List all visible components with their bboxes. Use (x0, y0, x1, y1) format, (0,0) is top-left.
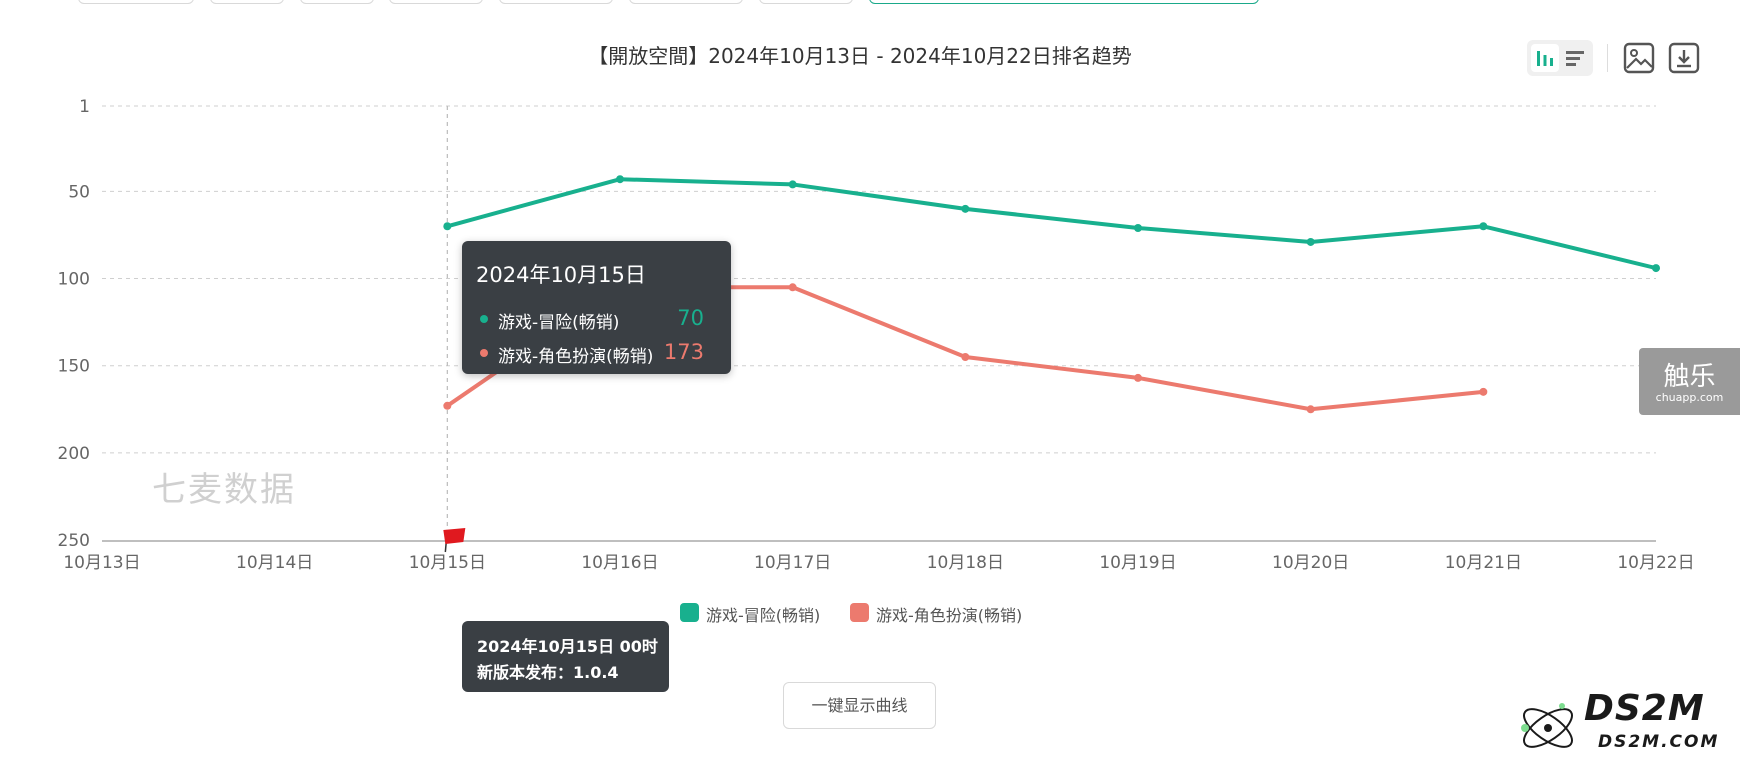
x-tick-label: 10月22日 (1617, 553, 1694, 573)
corner-brand-domain: DS2M.COM (1598, 732, 1720, 752)
y-tick-label: 150 (58, 357, 90, 377)
list-view-icon (1566, 51, 1584, 66)
data-point (1479, 387, 1488, 396)
view-toggle[interactable] (1527, 40, 1593, 76)
chart-title: 【開放空間】2024年10月13日 - 2024年10月22日排名趋势 (588, 44, 1132, 68)
tooltip-row: 游戏-角色扮演(畅销) 173 (476, 340, 726, 367)
x-tick-label: 10月21日 (1445, 553, 1522, 573)
legend-item-adventure[interactable]: 游戏-冒险(畅销) (680, 600, 840, 625)
y-tick-label: 250 (58, 531, 90, 551)
series-dot-icon (480, 315, 488, 323)
watermark: 七麦数据 (152, 470, 296, 510)
tooltip-title: 2024年10月15日 (476, 263, 646, 287)
x-tick-label: 10月15日 (409, 553, 486, 573)
data-point (788, 180, 797, 189)
x-tick-label: 10月17日 (754, 553, 831, 573)
brand-domain: chuapp.com (1655, 391, 1724, 404)
data-point (1134, 224, 1142, 233)
tooltip-series-label: 游戏-角色扮演(畅销) (498, 347, 654, 367)
bar-view-icon (1537, 51, 1553, 66)
show-all-curves-button[interactable]: 一键显示曲线 (783, 682, 936, 729)
legend-label: 游戏-冒险(畅销) (706, 606, 821, 625)
data-point (1306, 405, 1315, 414)
save-image-icon[interactable] (1622, 41, 1656, 75)
y-tick-label: 100 (58, 270, 90, 290)
legend-item-rpg[interactable]: 游戏-角色扮演(畅销) (850, 600, 1050, 625)
x-tick-label: 10月16日 (581, 553, 658, 573)
x-tick-label: 10月20日 (1272, 553, 1349, 573)
ds2m-watermark: DS2M DS2M.COM (1516, 688, 1740, 763)
chuapp-brand-tab[interactable]: 触乐 chuapp.com (1639, 348, 1740, 415)
y-tick-label: 200 (58, 444, 90, 464)
y-tick-label: 50 (68, 182, 90, 202)
data-point (443, 222, 452, 231)
release-note: 新版本发布：1.0.4 (477, 663, 619, 682)
tooltip-series-label: 游戏-冒险(畅销) (498, 313, 620, 333)
list-view-button[interactable] (1561, 44, 1589, 72)
version-flag-icon (443, 528, 466, 544)
download-icon[interactable] (1667, 41, 1701, 75)
x-tick-label: 10月13日 (63, 553, 140, 573)
x-tick-label: 10月14日 (236, 553, 313, 573)
corner-brand-name: DS2M (1584, 688, 1705, 729)
bar-view-button[interactable] (1531, 44, 1559, 72)
data-point (1652, 264, 1660, 273)
x-tick-label: 10月18日 (927, 553, 1004, 573)
y-tick-label: 1 (79, 97, 90, 117)
legend-swatch (850, 603, 869, 622)
data-point (443, 401, 452, 410)
data-point (788, 283, 797, 292)
tooltip-series-value: 70 (677, 306, 704, 330)
series-line (445, 177, 1658, 271)
data-point (1306, 237, 1315, 246)
brand-name: 触乐 (1663, 362, 1716, 392)
toolbar-divider (1607, 44, 1608, 72)
data-point (1479, 222, 1488, 231)
data-point (616, 175, 624, 184)
tooltip-series-value: 173 (663, 340, 704, 364)
series-dot-icon (480, 349, 488, 357)
release-time: 2024年10月15日 00时 (477, 637, 658, 656)
data-point (961, 352, 970, 361)
legend-swatch (680, 603, 699, 622)
data-point (1134, 373, 1142, 382)
atom-logo-icon (1521, 703, 1573, 748)
hover-tooltip: 2024年10月15日 游戏-冒险(畅销) 70 游戏-角色扮演(畅销) 173 (462, 241, 731, 374)
version-release-tooltip: 2024年10月15日 00时 新版本发布：1.0.4 (462, 621, 669, 692)
x-tick-label: 10月19日 (1099, 553, 1176, 573)
legend-label: 游戏-角色扮演(畅销) (876, 606, 1023, 625)
tooltip-row: 游戏-冒险(畅销) 70 (476, 306, 726, 333)
data-point (961, 204, 970, 213)
